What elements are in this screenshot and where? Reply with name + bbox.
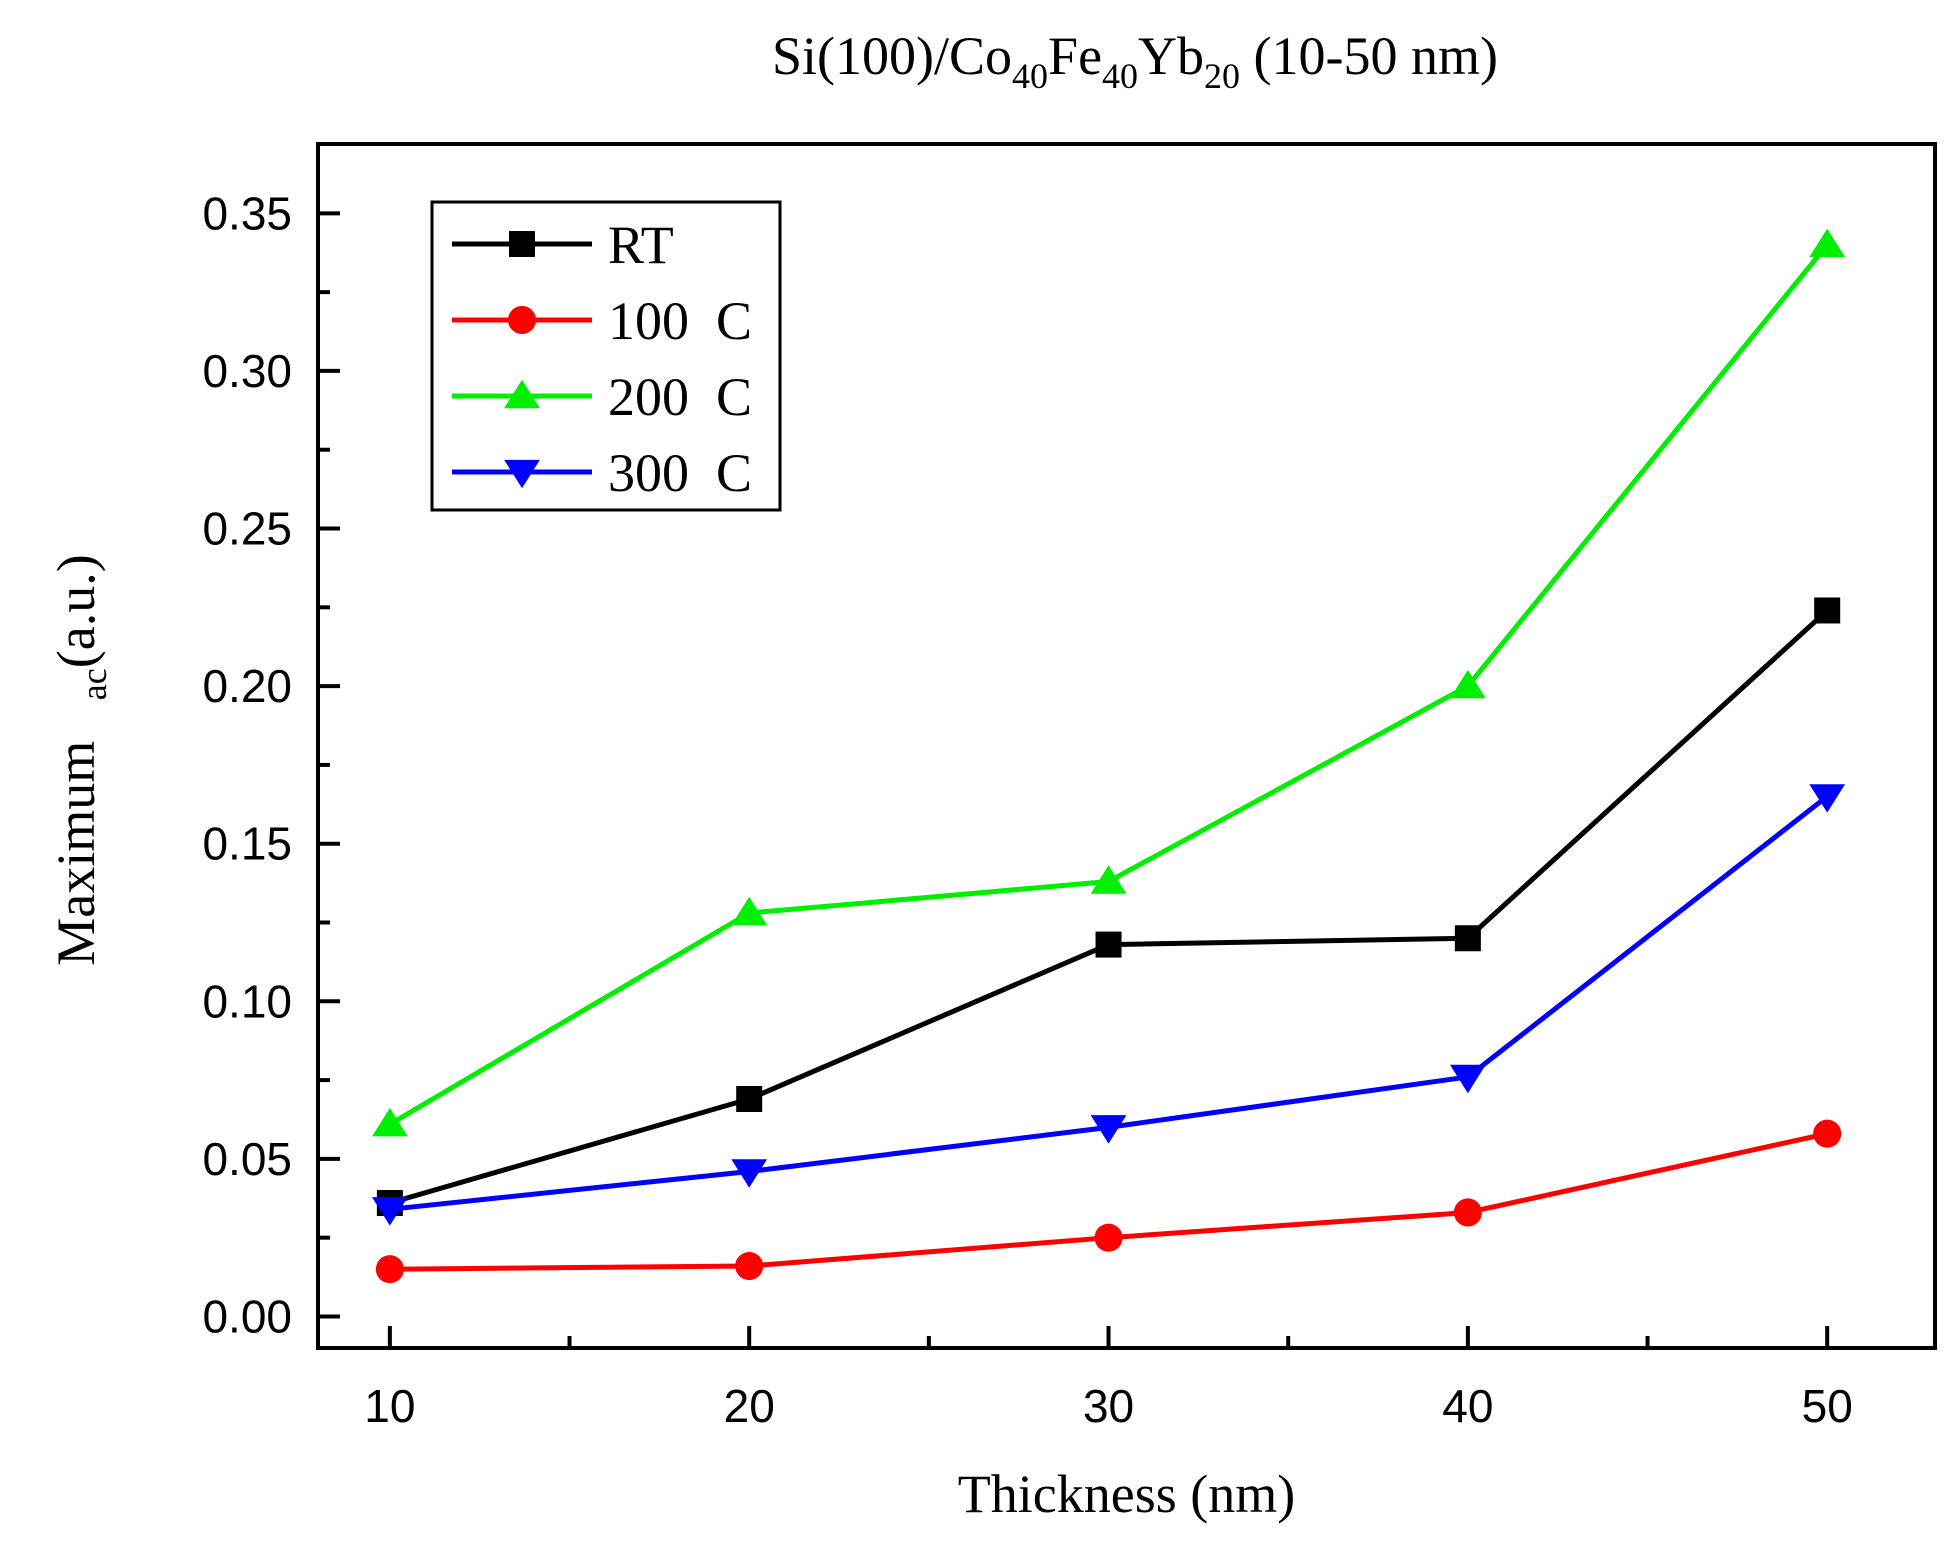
series-3-point bbox=[1809, 784, 1846, 813]
series-3-point bbox=[1090, 1115, 1127, 1144]
legend-label: 300 C bbox=[608, 443, 752, 503]
x-tick-label: 10 bbox=[364, 1380, 415, 1432]
x-tick-label: 20 bbox=[724, 1380, 775, 1432]
series-2-point bbox=[371, 1107, 408, 1137]
series-0-line bbox=[389, 608, 1829, 1206]
series-1 bbox=[375, 1119, 1842, 1284]
legend-label: 100 C bbox=[608, 291, 752, 351]
series-1-point bbox=[1094, 1223, 1123, 1252]
series-2-point bbox=[1090, 865, 1127, 894]
series-2-point bbox=[1809, 228, 1846, 258]
x-tick-label: 50 bbox=[1802, 1380, 1853, 1432]
series-3-point bbox=[1449, 1064, 1486, 1094]
y-tick-label: 0.25 bbox=[202, 503, 292, 555]
title-segment: Yb bbox=[1138, 26, 1204, 86]
y-tick-label: 0.00 bbox=[202, 1290, 292, 1342]
plot-area bbox=[316, 142, 1937, 1350]
y-tick-label: 0.35 bbox=[202, 187, 292, 239]
legend: RT 100 C 200 C 300 C bbox=[430, 200, 782, 512]
legend-box bbox=[430, 200, 782, 512]
x-axis-label: Thickness (nm) bbox=[958, 1464, 1295, 1524]
legend-item: 100 C bbox=[452, 291, 752, 351]
series-0-point bbox=[1454, 925, 1481, 952]
series-0-point bbox=[736, 1086, 763, 1113]
series-3 bbox=[371, 784, 1846, 1226]
legend-swatch-marker bbox=[509, 231, 535, 257]
legend-label: 200 C bbox=[608, 367, 752, 427]
x-tick-label: 30 bbox=[1083, 1380, 1134, 1432]
title-segment: (10-50 nm) bbox=[1240, 26, 1498, 86]
y-tick-label: 0.05 bbox=[202, 1133, 292, 1185]
y-tick-label: 0.30 bbox=[202, 345, 292, 397]
series-1-point bbox=[735, 1252, 764, 1281]
x-tick-label: 40 bbox=[1442, 1380, 1493, 1432]
y-tick-label: 0.10 bbox=[202, 975, 292, 1027]
series-3-line bbox=[389, 794, 1829, 1212]
series-2-point bbox=[1449, 669, 1486, 699]
title-segment: Fe bbox=[1048, 26, 1102, 86]
y-axis-label: Maximum ac(a.u.) bbox=[46, 554, 114, 965]
axis-ticks: 10 20 30 40 50 0.00 0.05 0.10 0.15 0.20 0.25 0.30 0.… bbox=[202, 187, 1852, 1432]
title-subscript: 40 bbox=[1012, 56, 1048, 96]
series-2 bbox=[371, 228, 1846, 1137]
series-1-point bbox=[1813, 1119, 1842, 1148]
legend-label: RT bbox=[608, 215, 674, 275]
legend-item: 300 C bbox=[452, 443, 752, 503]
y-label-sub: ac bbox=[74, 668, 114, 700]
legend-item: 200 C bbox=[452, 367, 752, 427]
chart-title: Si(100)/Co40Fe40Yb20 (10-50 nm) bbox=[772, 26, 1498, 96]
legend-swatch-marker bbox=[504, 379, 540, 409]
title-subscript: 20 bbox=[1204, 56, 1240, 96]
y-tick-label: 0.15 bbox=[202, 818, 292, 870]
series-0-point bbox=[1814, 597, 1841, 624]
y-label-tail: (a.u.) bbox=[46, 554, 106, 668]
y-tick-label: 0.20 bbox=[202, 660, 292, 712]
series-3-point bbox=[371, 1197, 408, 1226]
title-subscript: 40 bbox=[1102, 56, 1138, 96]
chart-title-text: Si(100)/Co40Fe40Yb20 (10-50 nm) bbox=[772, 26, 1498, 96]
legend-swatch-marker bbox=[504, 459, 540, 489]
series-2-point bbox=[731, 896, 768, 926]
legend-swatch-marker bbox=[507, 305, 537, 335]
series-1-point bbox=[375, 1255, 404, 1284]
title-segment: Si(100)/Co bbox=[772, 26, 1012, 86]
series-0-point bbox=[1095, 931, 1122, 958]
plot-frame bbox=[316, 142, 1937, 1350]
series-layer bbox=[371, 228, 1846, 1284]
legend-item: RT bbox=[452, 215, 674, 275]
series-1-point bbox=[1453, 1198, 1482, 1227]
y-label-main: Maximum bbox=[46, 700, 106, 966]
series-3-point bbox=[731, 1159, 768, 1188]
